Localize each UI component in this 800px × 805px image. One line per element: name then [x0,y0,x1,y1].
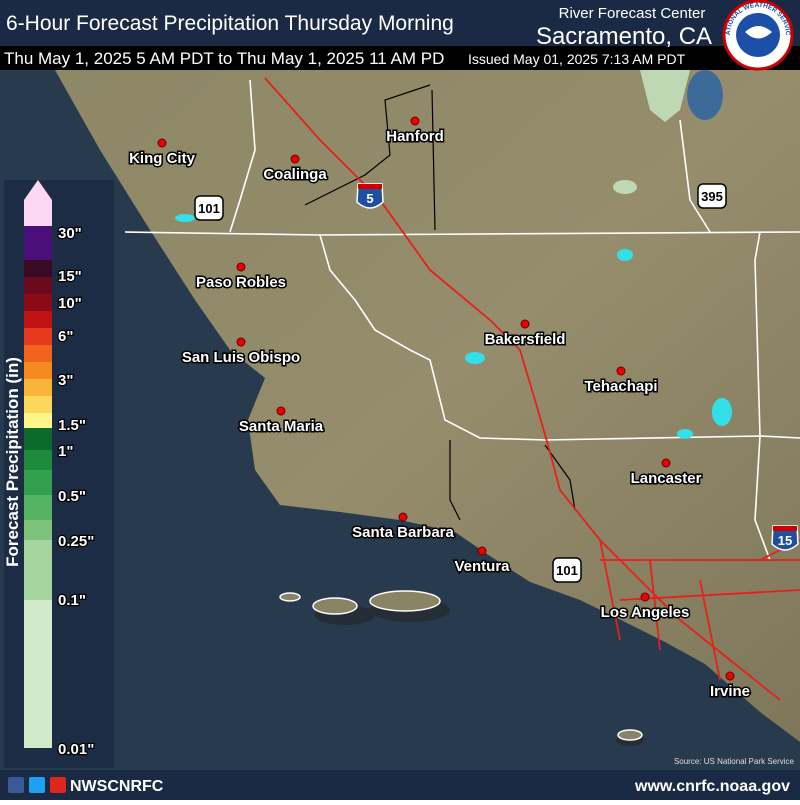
city-dot [157,138,167,148]
issued: Issued May 01, 2025 7:13 AM PDT [468,51,686,67]
city-label: Paso Robles [196,274,286,291]
header-bar [0,0,800,46]
source: Source: US National Park Service [674,757,795,766]
legend-label: 0.5" [58,488,86,505]
city-label: Los Angeles [601,604,690,621]
legend-band [24,362,52,379]
valid-period: Thu May 1, 2025 5 AM PDT to Thu May 1, 2… [4,49,444,68]
legend-band [24,345,52,362]
youtube-icon[interactable] [50,777,66,793]
legend-band [24,200,52,226]
highway-label: 15 [778,533,792,548]
city-label: Irvine [710,683,750,700]
agency: River Forecast Center [559,5,706,22]
legend-label: 10" [58,295,82,312]
cities: King City Coalinga Hanford Paso Robles San L… [128,116,752,702]
interstate-shield-top [358,184,382,189]
legend-label: 6" [58,328,73,345]
city-label: San Luis Obispo [182,349,300,366]
city-label: Bakersfield [485,331,566,348]
city-label: Santa Barbara [352,524,454,541]
city-dot [661,458,671,468]
legend-band [24,495,52,520]
legend-scale: 30" 15" 10" 6" 3" 1.5" 1" 0.5" 0.25" 0.1" 0.01" [24,180,96,759]
boundaries [124,79,800,561]
nws-logo-cloud [745,26,772,39]
legend-label: 15" [58,268,82,285]
legend-band [24,396,52,413]
website[interactable]: www.cnrfc.noaa.gov [634,778,790,795]
ocean [0,70,800,770]
city-label: Coalinga [263,166,327,183]
social-handle[interactable]: NWSCNRFC [70,778,164,795]
precip-area [613,180,637,194]
us-shield [552,557,582,583]
city-dot [290,154,300,164]
city-label: Hanford [386,128,444,145]
interstate-shield-top [773,526,797,531]
highway-label: 101 [556,563,578,578]
city-dot [520,319,530,329]
islands [279,590,643,741]
city-label: Santa Maria [239,418,324,435]
legend-label: 0.1" [58,592,86,609]
highway-label: 101 [198,201,220,216]
highways-lines [264,77,800,701]
precip-area [640,70,690,122]
city-dot [236,262,246,272]
legend-label: 0.01" [58,741,94,758]
interstate-shield [356,183,384,209]
facebook-icon[interactable] [8,777,24,793]
legend-band [24,277,52,294]
legend-label: 1" [58,443,73,460]
highway-shields: 5 101 395 15 101 [194,183,799,583]
legend-band [24,540,52,600]
legend-band [24,311,52,328]
city-label: Lancaster [631,470,702,487]
city-dot [477,546,487,556]
city-dot [725,671,735,681]
legend-band [24,260,52,277]
lakes [175,214,732,439]
legend-band [24,428,52,450]
city-dot [616,366,626,376]
city-dot [398,512,408,522]
office: Sacramento, CA [536,23,712,50]
legend-band [24,450,52,470]
legend-label: 30" [58,225,82,242]
twitter-icon[interactable] [29,777,45,793]
legend-band [24,226,52,260]
city-dot [276,406,286,416]
interstate-shield [771,525,799,551]
city-label: King City [129,150,195,167]
legend-band [24,328,52,345]
legend-band [24,520,52,540]
legend-arrow [24,180,52,200]
county-lines [304,84,576,521]
lake [687,70,723,120]
legend-band [24,470,52,495]
city-label: Tehachapi [584,378,657,395]
legend-band [24,379,52,396]
city-label: Ventura [454,558,510,575]
legend-label: 3" [58,372,73,389]
legend-title: Forecast Precipitation (in) [3,357,22,567]
us-shield [697,183,727,209]
highway-label: 395 [701,189,723,204]
legend-label: 0.25" [58,533,94,550]
us-shield [194,195,224,221]
legend-band [24,413,52,428]
footer-bar [0,770,800,800]
subheader-bar [0,46,800,70]
legend-band [24,600,52,748]
legend-band [24,294,52,311]
city-dot [236,337,246,347]
title: 6-Hour Forecast Precipitation Thursday M… [6,12,454,35]
city-dot [410,116,420,126]
city-dot [640,592,650,602]
legend-panel [4,180,114,768]
highway-label: 5 [366,191,373,206]
legend-label: 1.5" [58,417,86,434]
